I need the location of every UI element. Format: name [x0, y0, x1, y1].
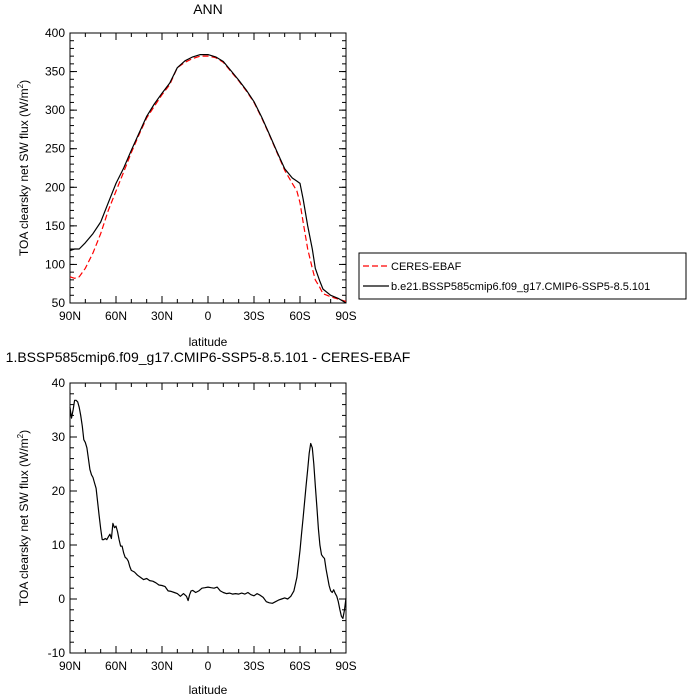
- bottom-chart-y-axis-label: TOA clearsky net SW flux (W/m2): [16, 430, 31, 606]
- bottom-chart-series-line-0: [69, 399, 347, 620]
- top-chart-y-axis-label-main: TOA clearsky net SW flux (W/m: [17, 88, 31, 256]
- legend-entry-0: CERES-EBAF: [391, 261, 462, 273]
- bottom-chart-x-axis-label: latitude: [189, 683, 228, 697]
- bottom-chart-y-axis-label-main: TOA clearsky net SW flux (W/m: [17, 438, 31, 606]
- top-chart-x-tick-label: 0: [205, 309, 212, 323]
- bottom-chart-x-tick-label: 60N: [105, 659, 127, 673]
- top-chart-legend: CERES-EBAF b.e21.BSSP585cmip6.f09_g17.CMI…: [358, 252, 687, 300]
- bottom-chart-y-tick-label: 40: [52, 376, 66, 390]
- top-chart-y-axis-label: TOA clearsky net SW flux (W/m2): [16, 80, 31, 256]
- top-chart-x-tick-label: 90N: [59, 309, 81, 323]
- top-chart-y-tick-label: 100: [45, 257, 65, 271]
- bottom-chart-y-axis-label-superscript: 2: [16, 433, 25, 438]
- top-chart-x-tick-label: 60S: [289, 309, 310, 323]
- top-chart-y-tick-label: 150: [45, 219, 65, 233]
- bottom-chart-x-tick-label: 90S: [335, 659, 356, 673]
- top-chart-title: ANN: [193, 1, 223, 17]
- top-chart-plot-area: 90N 60N 30N 0 30S 60S 90S 50 100 150 200 250 300 350 4…: [45, 26, 357, 323]
- top-chart-y-tick-label: 50: [52, 296, 66, 310]
- bottom-chart-y-tick-label: 20: [52, 484, 66, 498]
- top-chart-x-axis-label: latitude: [189, 335, 228, 349]
- top-chart-y-tick-label: 300: [45, 103, 65, 117]
- bottom-chart-y-tick-label: 10: [52, 538, 66, 552]
- top-chart-x-tick-label: 30N: [151, 309, 173, 323]
- top-chart-y-tick-label: 350: [45, 65, 65, 79]
- bottom-chart-x-tick-label: 30S: [243, 659, 264, 673]
- top-chart-series-line-0: [69, 55, 347, 303]
- bottom-chart-y-axis-label-end: ): [17, 430, 31, 434]
- bottom-chart-y-tick-label: -10: [48, 646, 66, 660]
- top-chart-x-tick-label: 90S: [335, 309, 356, 323]
- top-chart-series-line-1: [69, 53, 347, 304]
- top-chart-y-axis-label-superscript: 2: [16, 83, 25, 88]
- bottom-line-chart: 1.BSSP585cmip6.f09_g17.CMIP6-SSP5-8.5.10…: [6, 349, 411, 697]
- bottom-chart-y-tick-label: 30: [52, 430, 66, 444]
- top-chart-y-tick-label: 250: [45, 142, 65, 156]
- bottom-chart-plot-area: 90N 60N 30N 0 30S 60S 90S -10 0 10 20 30 40: [48, 376, 357, 673]
- top-chart-y-tick-label: 200: [45, 180, 65, 194]
- top-chart-y-tick-label: 400: [45, 26, 65, 40]
- bottom-chart-x-tick-label: 90N: [59, 659, 81, 673]
- legend-frame: [358, 252, 687, 300]
- bottom-chart-x-tick-label: 60S: [289, 659, 310, 673]
- top-chart-x-tick-label: 60N: [105, 309, 127, 323]
- bottom-chart-title: 1.BSSP585cmip6.f09_g17.CMIP6-SSP5-8.5.10…: [6, 349, 411, 365]
- top-chart-y-axis-label-end: ): [17, 80, 31, 84]
- bottom-chart-x-tick-label: 30N: [151, 659, 173, 673]
- bottom-chart-plot-frame: [69, 382, 347, 654]
- bottom-chart-x-tick-label: 0: [205, 659, 212, 673]
- bottom-chart-y-tick-label: 0: [58, 592, 65, 606]
- top-chart-plot-frame: [69, 32, 347, 304]
- top-line-chart: ANN 90N 60N 30N 0 30S 60S 90S 50 100 150 200 250 300…: [16, 1, 687, 349]
- legend-entry-1: b.e21.BSSP585cmip6.f09_g17.CMIP6-SSP5-8.…: [391, 281, 650, 293]
- top-chart-x-tick-label: 30S: [243, 309, 264, 323]
